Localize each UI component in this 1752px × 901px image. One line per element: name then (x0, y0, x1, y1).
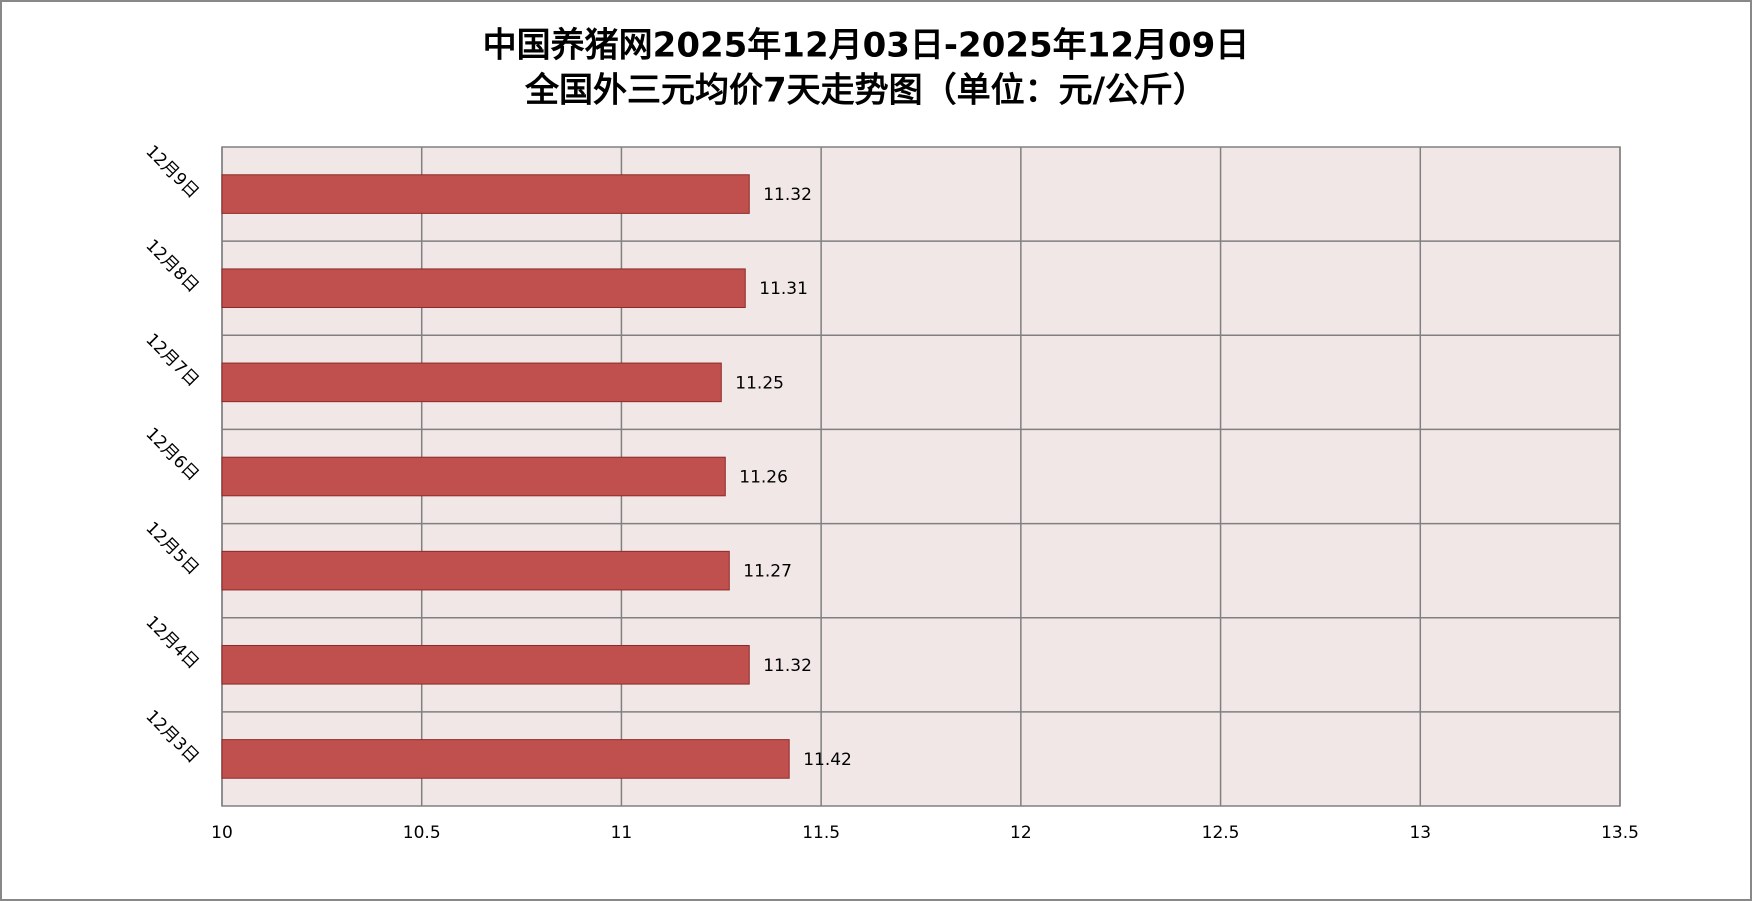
x-tick-label: 11.5 (802, 823, 840, 843)
x-tick-label: 12.5 (1202, 823, 1240, 843)
x-tick-label: 12 (1010, 823, 1032, 843)
data-label: 11.32 (763, 185, 812, 205)
bar (221, 644, 750, 685)
bar (221, 550, 730, 591)
data-label: 11.32 (763, 656, 812, 676)
bar (221, 174, 750, 214)
bar (221, 456, 726, 497)
bar (221, 739, 790, 779)
x-tick-label: 10 (211, 823, 233, 843)
data-label: 11.26 (739, 468, 788, 488)
x-tick-label: 11 (611, 823, 633, 843)
data-label: 11.25 (735, 373, 784, 393)
bar (221, 362, 722, 403)
bar (221, 268, 746, 309)
x-tick-label: 10.5 (403, 823, 441, 843)
x-tick-label: 13 (1409, 823, 1431, 843)
data-label: 11.31 (759, 279, 808, 299)
data-label: 11.42 (803, 750, 852, 770)
chart-subtitle: 全国外三元均价7天走势图（单位：元/公斤） (524, 71, 1207, 111)
data-label: 11.27 (743, 562, 792, 582)
chart-title: 中国养猪网2025年12月03日-2025年12月09日 (483, 26, 1250, 66)
x-tick-label: 13.5 (1601, 823, 1639, 843)
